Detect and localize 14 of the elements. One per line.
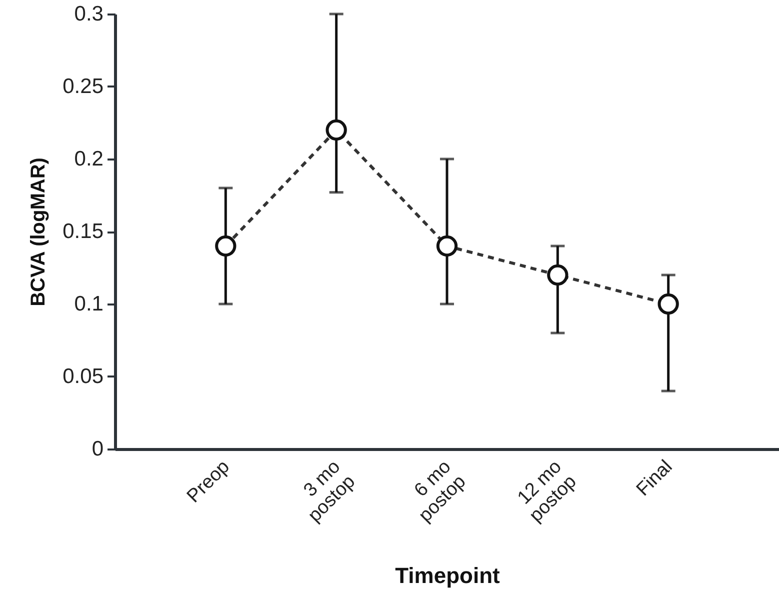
point xyxy=(658,293,679,315)
point xyxy=(326,119,347,141)
y-tick-label: 0.3 xyxy=(74,2,104,26)
y-tick-label: 0.05 xyxy=(62,365,104,388)
y-tick-label: 0.2 xyxy=(74,148,104,170)
y-tick-label: 0.15 xyxy=(62,220,104,243)
point xyxy=(215,235,236,257)
point xyxy=(436,235,458,257)
y-tick-label: 0 xyxy=(92,438,104,460)
y-axis-title: BCVA (logMAR) xyxy=(28,158,50,306)
x-axis-title: Timepoint xyxy=(395,562,501,588)
point xyxy=(547,264,568,286)
y-tick-label: 0.1 xyxy=(74,292,104,316)
y-tick-label: 0.25 xyxy=(62,75,104,98)
